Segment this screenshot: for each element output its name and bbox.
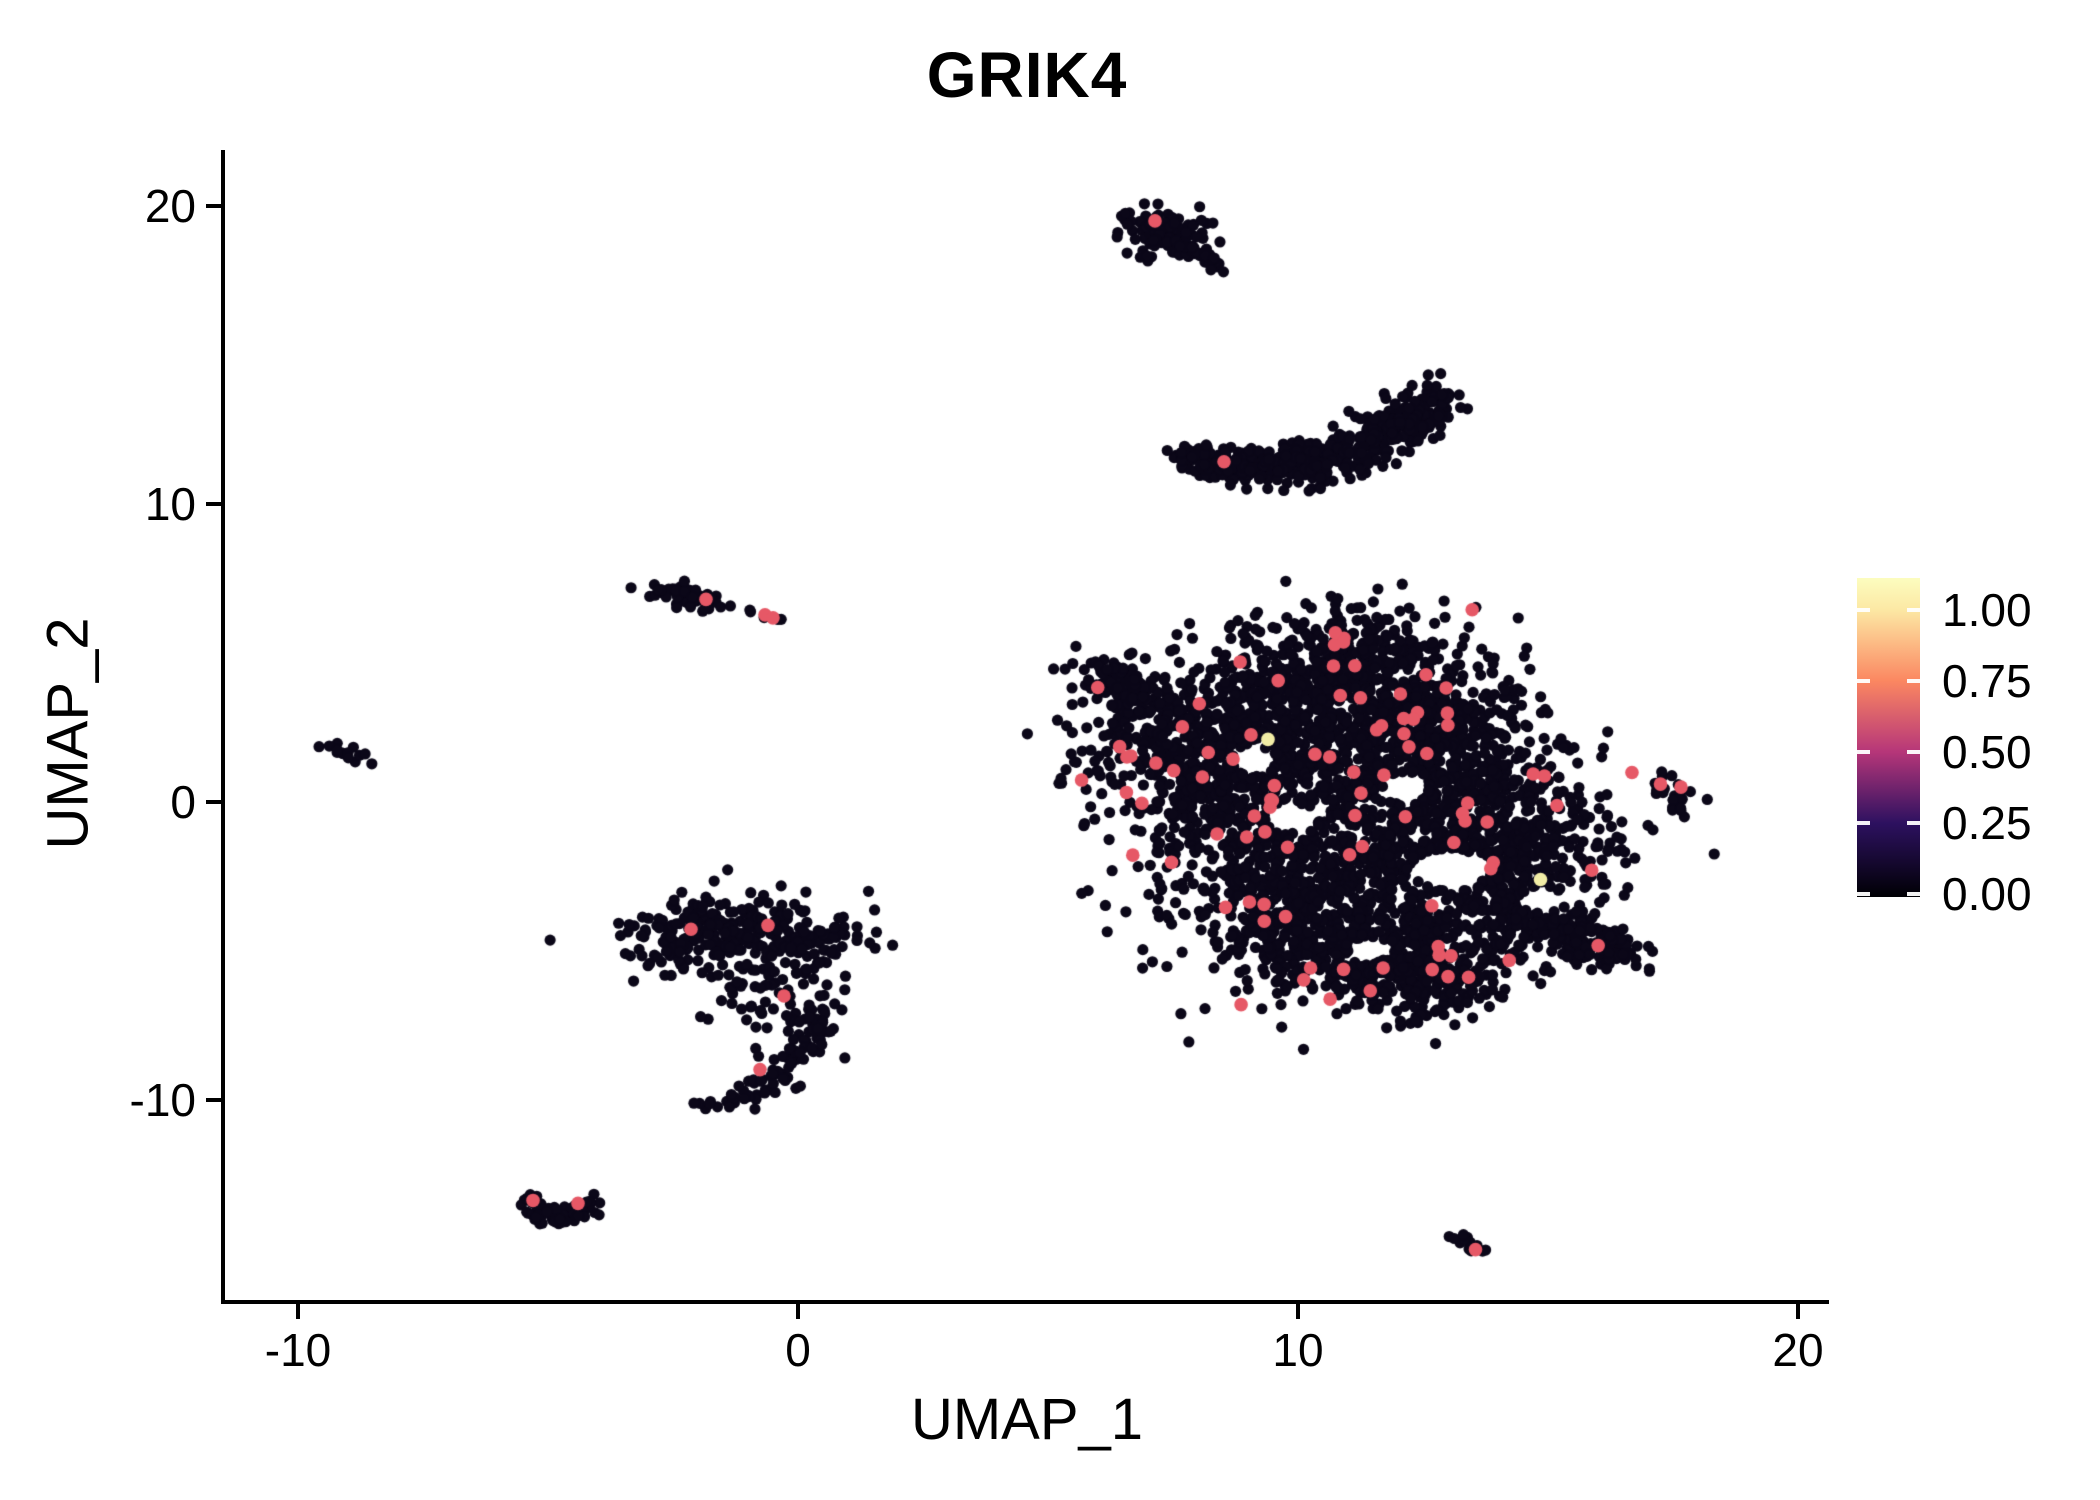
x-axis-line xyxy=(221,1300,1829,1304)
colorbar-tick-label: 0.25 xyxy=(1942,796,2032,849)
colorbar-tick-mark xyxy=(1857,749,1870,754)
colorbar-tick-label: 0.00 xyxy=(1942,868,2032,921)
colorbar-tick-mark xyxy=(1857,820,1870,825)
y-tick-label: -10 xyxy=(129,1074,196,1126)
plot-title: GRIK4 xyxy=(926,39,1128,111)
colorbar-tick-mark xyxy=(1857,607,1870,612)
colorbar-tick-mark xyxy=(1857,679,1870,684)
y-tick-label: 10 xyxy=(144,478,196,530)
colorbar-tick-label: 1.00 xyxy=(1942,583,2032,636)
y-tick-mark xyxy=(206,1098,221,1102)
colorbar-tick-mark xyxy=(1907,679,1920,684)
x-tick-mark xyxy=(1796,1304,1800,1319)
x-tick-label: 10 xyxy=(1272,1324,1324,1376)
y-axis-label: UMAP_2 xyxy=(35,617,101,850)
colorbar-tick-mark xyxy=(1907,749,1920,754)
colorbar-tick-mark xyxy=(1907,820,1920,825)
y-tick-mark xyxy=(206,800,221,804)
x-tick-mark xyxy=(796,1304,800,1319)
x-tick-label: -10 xyxy=(264,1324,332,1376)
y-tick-label: 0 xyxy=(170,776,196,828)
x-tick-mark xyxy=(296,1304,300,1319)
x-tick-mark xyxy=(1296,1304,1300,1319)
colorbar-tick-label: 0.50 xyxy=(1942,725,2032,778)
y-tick-label: 20 xyxy=(144,180,196,232)
x-tick-label: 0 xyxy=(785,1324,811,1376)
colorbar-tick-mark xyxy=(1857,892,1870,897)
x-axis-label: UMAP_1 xyxy=(910,1387,1144,1452)
expression-colorbar xyxy=(1857,578,1920,897)
colorbar-tick-label: 0.75 xyxy=(1942,655,2032,708)
y-axis-line xyxy=(221,150,225,1304)
y-tick-mark xyxy=(206,204,221,208)
colorbar-tick-mark xyxy=(1907,607,1920,612)
colorbar-tick-mark xyxy=(1907,892,1920,897)
x-tick-label: 20 xyxy=(1772,1324,1824,1376)
y-tick-mark xyxy=(206,502,221,506)
